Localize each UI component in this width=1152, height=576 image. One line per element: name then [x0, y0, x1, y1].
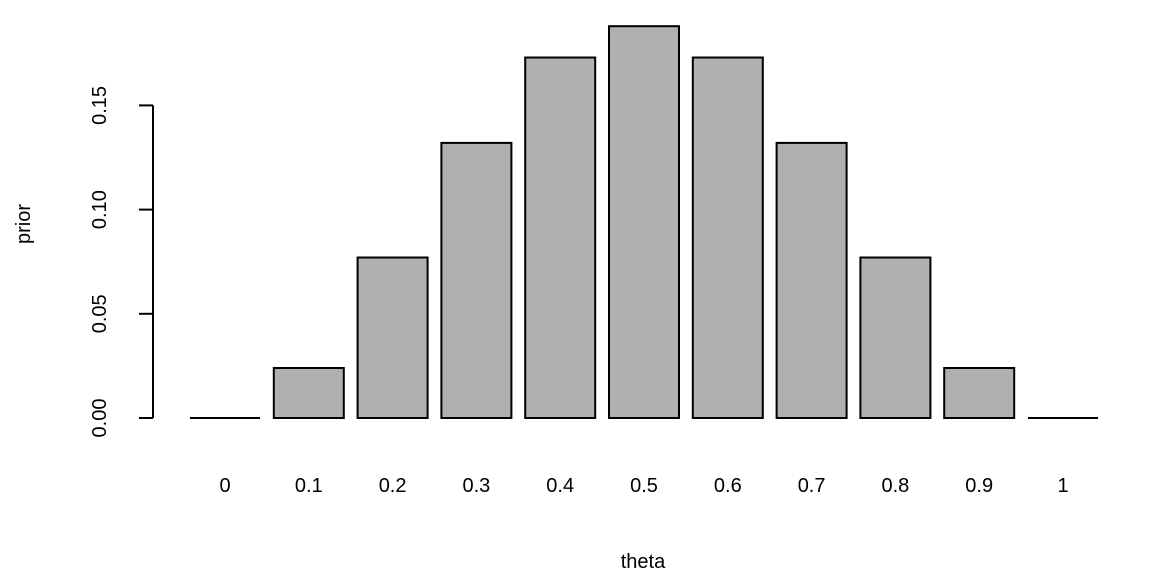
x-tick-label: 0.2	[379, 475, 407, 497]
bar-0.2	[356, 256, 429, 419]
x-tick-label: 0.4	[546, 475, 574, 497]
y-tick-label: 0.15	[89, 86, 111, 125]
x-tick-label: 0.6	[714, 475, 742, 497]
x-tick-label: 0	[219, 475, 230, 497]
bar-0.9	[943, 367, 1016, 419]
bar-0.4	[524, 56, 597, 419]
y-axis-title: prior	[13, 204, 35, 244]
bar-0.5	[608, 25, 680, 419]
x-tick-label: 0.3	[462, 475, 490, 497]
x-tick-labels: 0 0.1 0.2 0.3 0.4 0.5 0.6 0.7 0.8 0.9 1	[219, 475, 1068, 497]
bar-0.8	[859, 256, 932, 419]
bar-0.3	[440, 141, 513, 419]
bar-0.1	[272, 367, 345, 419]
y-tick-label: 0.10	[89, 190, 111, 229]
y-tick-label: 0.00	[89, 399, 111, 438]
bars-group	[190, 25, 1098, 419]
x-tick-label: 0.5	[630, 475, 658, 497]
y-tick-label: 0.05	[89, 294, 111, 333]
x-tick-label: 1	[1057, 475, 1068, 497]
x-tick-label: 0.9	[965, 475, 993, 497]
bar-0.7	[775, 141, 848, 419]
x-tick-label: 0.8	[881, 475, 909, 497]
x-tick-label: 0.7	[798, 475, 826, 497]
x-axis-title: theta	[621, 551, 666, 573]
x-tick-label: 0.1	[295, 475, 323, 497]
bar-0.6	[691, 56, 764, 419]
y-axis: 0.00 0.05 0.10 0.15	[89, 86, 154, 438]
